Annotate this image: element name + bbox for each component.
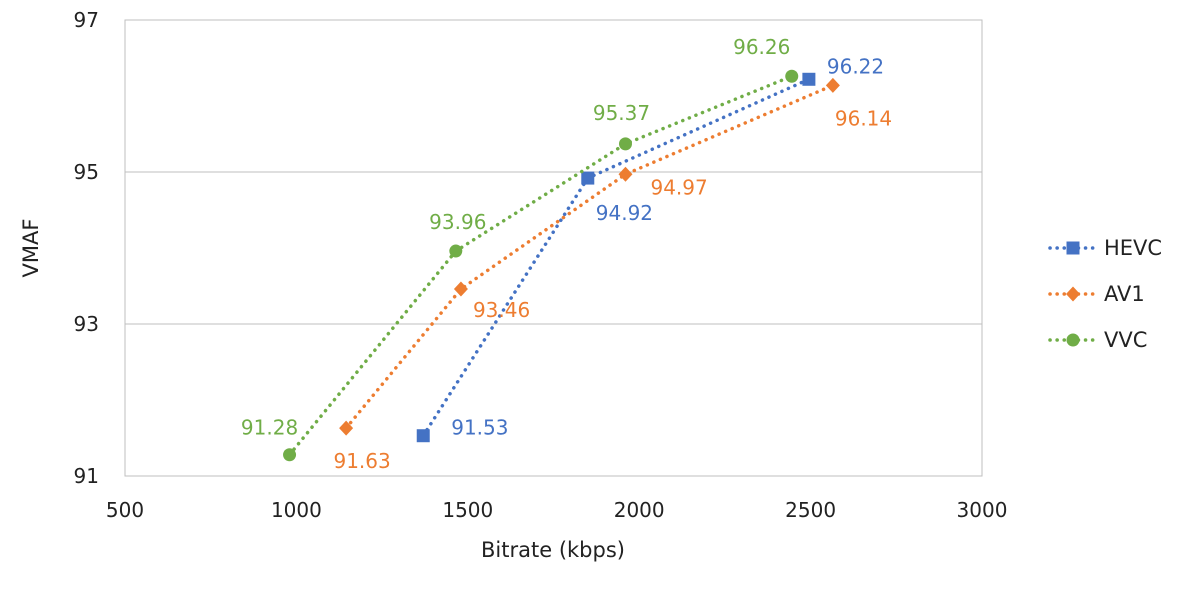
- legend: HEVC AV1 VVC: [1048, 236, 1162, 352]
- x-tick-label: 500: [106, 498, 144, 522]
- data-label: 93.46: [473, 298, 530, 322]
- y-axis-title: VMAF: [19, 219, 43, 278]
- data-point-marker: [802, 72, 816, 86]
- y-tick-label: 91: [74, 464, 99, 488]
- legend-label: AV1: [1104, 282, 1145, 306]
- data-label: 95.37: [593, 101, 650, 125]
- data-point-marker: [449, 244, 463, 258]
- x-axis-title: Bitrate (kbps): [481, 538, 625, 562]
- series-line: [287, 74, 794, 457]
- data-point-marker: [785, 69, 799, 83]
- data-point-marker: [453, 281, 468, 297]
- x-axis-ticks: 500 1000 1500 2000 2500 3000: [106, 498, 1008, 522]
- data-label: 94.92: [596, 201, 653, 225]
- series-av1: 91.63 93.46 94.97 96.14: [333, 77, 892, 473]
- y-tick-label: 95: [74, 160, 99, 184]
- data-label: 94.97: [650, 175, 707, 199]
- series-layer: 91.53 94.92 96.22 91.63 93.46 94.97 96.14 91.28…: [241, 35, 892, 473]
- series-hevc: 91.53 94.92 96.22: [416, 54, 884, 443]
- data-point-marker: [618, 166, 633, 182]
- data-label: 93.96: [429, 210, 486, 234]
- data-point-marker: [416, 429, 430, 443]
- data-point-marker: [283, 448, 297, 462]
- data-point-marker: [1066, 286, 1080, 302]
- plot-area: [124, 19, 983, 477]
- data-label: 96.26: [733, 35, 790, 59]
- legend-label: HEVC: [1104, 236, 1162, 260]
- data-point-marker: [581, 171, 595, 185]
- x-tick-label: 2500: [785, 498, 836, 522]
- x-tick-label: 1500: [442, 498, 493, 522]
- data-label: 96.22: [827, 54, 884, 78]
- data-point-marker: [1066, 333, 1080, 347]
- y-tick-label: 93: [74, 312, 99, 336]
- data-point-marker: [339, 420, 354, 436]
- x-tick-label: 3000: [957, 498, 1008, 522]
- y-tick-label: 97: [74, 8, 99, 32]
- data-point-marker: [825, 77, 840, 93]
- legend-label: VVC: [1104, 328, 1147, 352]
- gridlines: [125, 171, 982, 325]
- data-label: 91.28: [241, 416, 298, 440]
- data-label: 96.14: [835, 106, 892, 130]
- x-tick-label: 1000: [271, 498, 322, 522]
- legend-item-av1: AV1: [1048, 282, 1145, 306]
- data-point-marker: [1066, 241, 1080, 255]
- x-tick-label: 2000: [614, 498, 665, 522]
- data-label: 91.63: [333, 449, 390, 473]
- legend-item-hevc: HEVC: [1048, 236, 1162, 260]
- data-point-marker: [618, 137, 632, 151]
- legend-item-vvc: VVC: [1048, 328, 1147, 352]
- y-axis-ticks: 91 93 95 97: [74, 8, 99, 488]
- series-vvc: 91.28 93.96 95.37 96.26: [241, 35, 799, 462]
- data-label: 91.53: [451, 416, 508, 440]
